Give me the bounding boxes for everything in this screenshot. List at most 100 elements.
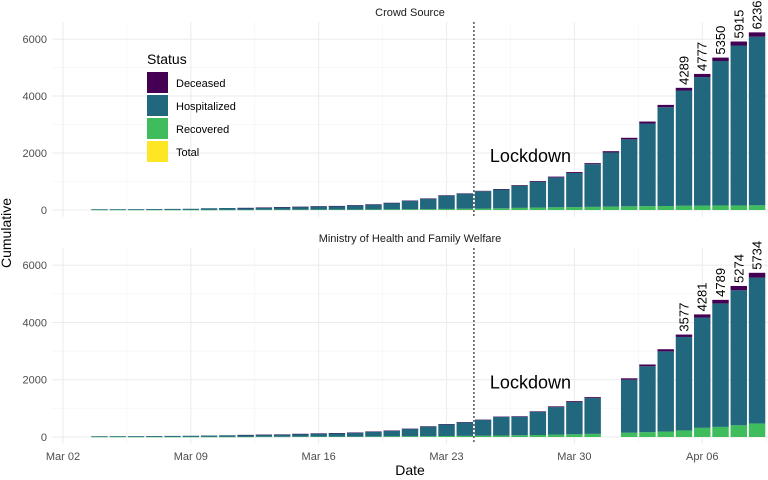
bar-total-label: 4289 [676,56,691,85]
bar-total-label: 6236 [750,0,765,29]
bar-deceased [566,401,583,402]
x-tick-label: Mar 16 [302,451,336,463]
bar-deceased [620,378,638,380]
bar-recovered [566,207,583,210]
legend-label: Total [176,147,199,159]
bar-total-label: 5915 [731,10,746,39]
bar-hospitalized [547,407,565,435]
bar-recovered [401,436,419,437]
bar-hospitalized [273,207,291,210]
legend: Status Deceased Hospitalized Recovered Tota… [147,51,236,162]
bar-recovered [584,206,601,210]
bar-recovered [748,205,766,210]
x-tick-label: Apr 06 [686,451,718,463]
bar-deceased [730,285,747,291]
bar-recovered [730,425,747,437]
bar-recovered [438,435,455,437]
bar-recovered [493,208,510,210]
bar-hospitalized [511,185,528,208]
bar-hospitalized [456,422,474,436]
bar-hospitalized [694,77,711,206]
bar-recovered [620,432,638,437]
bar-recovered [438,208,455,210]
bar-hospitalized [109,436,126,437]
bar-hospitalized [474,191,492,209]
bar-hospitalized [401,200,419,210]
bar-deceased [529,180,547,182]
legend-swatch-hospitalized [147,95,168,116]
bar-hospitalized [237,207,254,210]
bar-hospitalized [438,195,455,209]
bar-hospitalized [365,431,382,437]
bar-recovered [639,206,656,210]
panel-2: Ministry of Health and Family Welfare 0 20… [23,233,768,444]
legend-title: Status [147,51,187,67]
x-tick-label: Mar 09 [174,451,208,463]
bar-hospitalized [639,366,656,433]
bar-total-label: 4777 [695,42,710,71]
bar-hospitalized [493,416,510,436]
bar-deceased [657,104,674,108]
bar-recovered [383,209,400,210]
bar-deceased [584,397,601,399]
lockdown-annotation: Lockdown [490,146,571,166]
bar-recovered [474,208,492,210]
bar-recovered [420,209,437,210]
bar-deceased [712,299,729,304]
bar-deceased [712,57,729,62]
bar-hospitalized [675,336,693,431]
bar-hospitalized [639,123,656,207]
bars [91,272,766,438]
bar-hospitalized [584,164,601,207]
bar-deceased [657,349,674,352]
bar-recovered [529,434,547,437]
bar-recovered [511,207,528,210]
bar-recovered [584,433,601,437]
y-tick-label: 2000 [23,375,47,387]
bar-recovered [748,423,766,437]
legend-swatch-recovered [147,118,168,139]
bar-deceased [547,406,565,408]
bar-total-label: 5350 [713,26,728,55]
legend-label: Deceased [176,78,226,90]
bar-hospitalized [420,426,437,437]
x-axis-title: Date [395,462,425,478]
bar-deceased [748,32,766,37]
bar-hospitalized [438,424,455,436]
legend-label: Recovered [176,124,229,136]
bar-hospitalized [657,107,674,207]
bar-hospitalized [164,208,181,210]
bar-recovered [511,435,528,437]
bar-hospitalized [474,419,492,436]
bar-deceased [584,163,601,165]
bar-hospitalized [566,401,583,435]
bar-hospitalized [383,430,400,437]
bar-recovered [401,209,419,210]
bar-recovered [420,436,437,437]
bar-deceased [675,334,693,337]
bar-hospitalized [219,208,236,210]
bar-hospitalized [365,204,382,210]
bar-recovered [620,206,638,210]
bar-total-label: 4789 [713,268,728,297]
bar-hospitalized [146,209,163,210]
bar-deceased [511,185,528,186]
bar-deceased [748,272,766,278]
bar-deceased [675,87,693,91]
bar-hospitalized [91,209,108,210]
bar-hospitalized [657,351,674,432]
y-tick-label: 6000 [23,260,47,272]
bar-recovered [566,434,583,437]
bar-hospitalized [529,411,547,435]
bar-recovered [383,436,400,437]
y-axis-title: Cumulative [0,198,14,268]
x-tick-label: Mar 30 [557,451,591,463]
bar-hospitalized [346,432,364,437]
bar-hospitalized [310,433,327,437]
bar-hospitalized [456,193,474,209]
bar-recovered [730,205,747,210]
bar-hospitalized [109,209,126,210]
bar-hospitalized [712,61,729,206]
panels-layer: Crowd Source 0 2000 4000 6000 4289 47775350591… [23,0,768,463]
bar-hospitalized [292,433,309,437]
